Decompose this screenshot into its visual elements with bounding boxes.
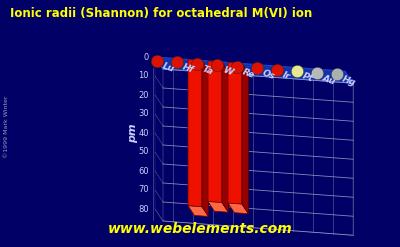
Text: Au: Au <box>321 73 337 86</box>
Polygon shape <box>208 202 228 212</box>
Polygon shape <box>242 63 248 214</box>
Polygon shape <box>188 60 202 207</box>
Text: 20: 20 <box>138 90 149 100</box>
Point <box>274 68 281 72</box>
Point <box>334 72 340 76</box>
Text: 10: 10 <box>138 71 149 81</box>
Text: ©1999 Mark Winter: ©1999 Mark Winter <box>4 96 10 158</box>
Polygon shape <box>202 61 208 216</box>
Text: 70: 70 <box>138 185 149 194</box>
Text: 40: 40 <box>138 128 149 138</box>
Polygon shape <box>228 203 248 214</box>
Text: W: W <box>221 66 233 78</box>
Text: 30: 30 <box>138 109 149 119</box>
Text: Ta: Ta <box>201 64 214 77</box>
Text: Ir: Ir <box>281 70 292 82</box>
Polygon shape <box>208 61 222 203</box>
Point <box>234 65 241 69</box>
Point <box>154 59 161 62</box>
Text: Os: Os <box>261 69 276 82</box>
Text: Pt: Pt <box>301 72 314 84</box>
Polygon shape <box>228 62 242 204</box>
Text: pm: pm <box>128 123 138 143</box>
Polygon shape <box>222 62 228 212</box>
Text: Ionic radii (Shannon) for octahedral M(VI) ion: Ionic radii (Shannon) for octahedral M(V… <box>10 7 312 20</box>
Text: Hf: Hf <box>181 63 195 75</box>
Text: 60: 60 <box>138 166 149 176</box>
Point <box>214 63 221 67</box>
Text: 0: 0 <box>144 53 149 62</box>
Text: www.webelements.com: www.webelements.com <box>108 222 292 236</box>
Text: Re: Re <box>241 67 256 80</box>
Polygon shape <box>188 206 208 216</box>
Polygon shape <box>214 71 228 212</box>
Polygon shape <box>163 69 353 235</box>
Text: Hg: Hg <box>341 75 357 88</box>
Text: 50: 50 <box>138 147 149 157</box>
Point <box>254 66 261 70</box>
Point <box>314 71 321 75</box>
Text: Lu: Lu <box>161 61 176 74</box>
Point <box>194 62 201 65</box>
Point <box>294 69 301 73</box>
Point <box>174 60 181 64</box>
Polygon shape <box>155 57 163 221</box>
Text: 80: 80 <box>138 205 149 213</box>
Polygon shape <box>234 72 248 214</box>
Polygon shape <box>155 57 353 83</box>
Polygon shape <box>194 69 208 216</box>
